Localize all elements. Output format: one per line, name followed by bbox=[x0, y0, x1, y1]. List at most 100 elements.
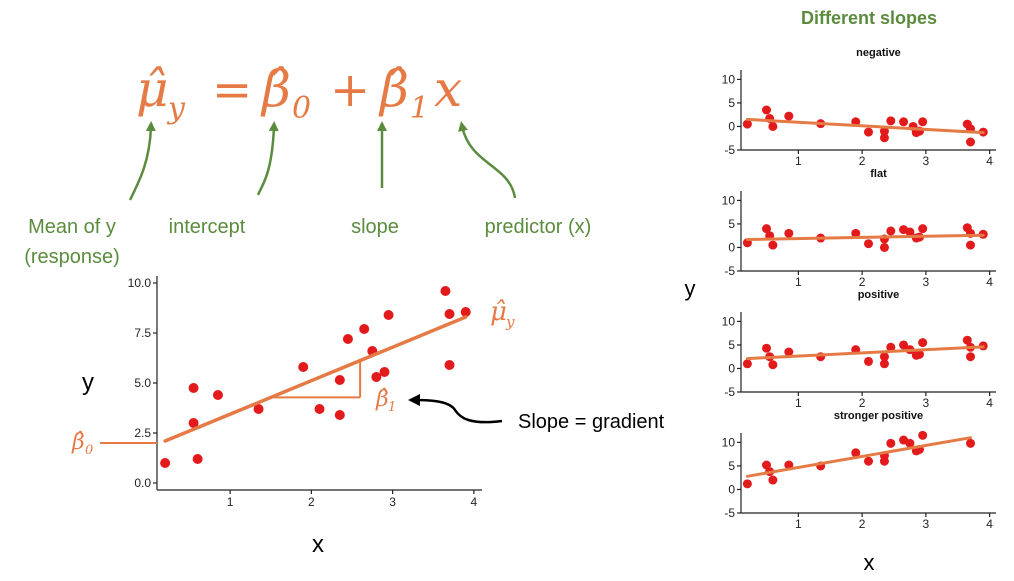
main-point bbox=[253, 404, 264, 414]
panel-4-point bbox=[918, 430, 928, 440]
panel-1-point bbox=[886, 116, 896, 126]
panel-4-point bbox=[886, 438, 896, 448]
panel-2-point bbox=[762, 224, 771, 234]
intercept-marker-symbol: β̂ bbox=[71, 430, 85, 455]
panel-3-point bbox=[742, 359, 752, 369]
panel-1-point bbox=[742, 119, 752, 129]
panel-3-title: positive bbox=[858, 289, 900, 301]
main-point bbox=[314, 404, 325, 414]
panel-1-y-tick-label: 5 bbox=[728, 96, 735, 110]
main-point bbox=[334, 410, 345, 420]
panel-1-x-tick-label: 3 bbox=[923, 154, 930, 168]
panel-3-point bbox=[899, 340, 909, 350]
panel-3-y-tick-label: 10 bbox=[722, 314, 736, 328]
panel-4-y-tick-label: 5 bbox=[728, 459, 735, 473]
right-panel-title: Different slopes bbox=[801, 8, 937, 28]
beta1-symbol: β̂ bbox=[378, 60, 409, 118]
main-point bbox=[440, 286, 451, 296]
panel-3-point bbox=[784, 347, 794, 357]
panel-1-plot: 10 5 0 -5 1 2 3 4 negative bbox=[722, 47, 996, 168]
mu-hat-symbol: μ̂ bbox=[136, 60, 169, 118]
panel-2-point bbox=[784, 228, 794, 238]
beta0-subscript: 0 bbox=[292, 91, 311, 126]
arrow-mean bbox=[128, 121, 156, 201]
main-point bbox=[334, 375, 345, 385]
panel-1-fit-line bbox=[745, 117, 985, 135]
term-arrows bbox=[128, 121, 517, 201]
intercept-marker-subscript: 0 bbox=[85, 443, 93, 458]
main-point bbox=[460, 307, 471, 317]
panel-4-y-tick-label: -5 bbox=[724, 506, 735, 520]
main-point bbox=[342, 334, 353, 344]
main-point bbox=[192, 454, 203, 464]
main-plot: 0.0 2.5 5.0 7.5 10.0 1 2 3 4 bbox=[128, 276, 482, 509]
panel-2-y-tick-label: 10 bbox=[722, 193, 736, 207]
arrow-predictor bbox=[458, 121, 517, 199]
main-point bbox=[188, 383, 199, 393]
panel-2-point bbox=[966, 240, 975, 250]
panel-4-title: stronger positive bbox=[834, 410, 923, 422]
panel-4-x-tick-label: 1 bbox=[795, 517, 802, 531]
panel-4-point bbox=[742, 479, 752, 489]
panel-3-fit-line bbox=[745, 345, 985, 361]
plus-sign: + bbox=[330, 62, 370, 118]
panel-3-point bbox=[918, 338, 928, 348]
main-x-tick-label: 3 bbox=[389, 495, 396, 509]
panel-1-point bbox=[899, 117, 909, 127]
beta0-symbol: β̂ bbox=[260, 60, 291, 118]
panel-2-plot: 10 5 0 -5 1 2 3 4 flat bbox=[722, 168, 996, 289]
panel-1-title: negative bbox=[856, 47, 901, 59]
panel-3-point bbox=[864, 356, 873, 366]
panel-3-y-tick-label: 0 bbox=[728, 361, 735, 375]
equals-sign: = bbox=[212, 62, 252, 118]
main-y-tick-label: 7.5 bbox=[134, 326, 151, 340]
panel-4-point bbox=[864, 456, 873, 466]
main-y-tick-label: 0.0 bbox=[134, 476, 151, 490]
panel-1-point bbox=[864, 127, 873, 137]
arrow-intercept bbox=[256, 121, 279, 196]
panel-2-point bbox=[768, 240, 778, 250]
panel-2-title: flat bbox=[870, 168, 887, 180]
panel-2-point bbox=[851, 228, 861, 238]
regression-equation: μ̂ y = β̂ 0 + β̂ 1 x bbox=[136, 60, 462, 126]
panel-1-point bbox=[879, 126, 889, 136]
panel-2-y-tick-label: -5 bbox=[724, 264, 735, 278]
slope-marker-symbol: β̂ bbox=[375, 387, 389, 412]
main-point bbox=[212, 390, 223, 400]
panel-3-plot: 10 5 0 -5 1 2 3 4 positive bbox=[722, 289, 996, 410]
panel-4-x-tick-label: 2 bbox=[859, 517, 866, 531]
panel-2-x-tick-label: 3 bbox=[923, 275, 930, 289]
panel-1-point bbox=[966, 137, 975, 147]
panel-3-x-tick-label: 3 bbox=[923, 396, 930, 410]
main-x-tick-label: 2 bbox=[308, 495, 315, 509]
fit-line-label-subscript: y bbox=[505, 313, 515, 331]
panel-2-x-tick-label: 4 bbox=[986, 275, 993, 289]
panel-1-point bbox=[879, 133, 889, 143]
panel-4-fit-line bbox=[745, 436, 972, 478]
panel-4-y-tick-label: 0 bbox=[728, 482, 735, 496]
panel-4-point bbox=[905, 438, 915, 448]
panel-2-x-tick-label: 1 bbox=[795, 275, 802, 289]
main-point bbox=[359, 324, 370, 334]
main-y-tick-label: 10.0 bbox=[128, 276, 152, 290]
panel-2-y-tick-label: 0 bbox=[728, 240, 735, 254]
panel-2-point bbox=[905, 227, 915, 237]
panel-3-point bbox=[879, 359, 889, 369]
panel-1-point bbox=[784, 111, 794, 121]
panel-3-point bbox=[915, 349, 924, 359]
panel-3-y-tick-label: 5 bbox=[728, 338, 735, 352]
mean-label: Mean of y bbox=[28, 216, 116, 238]
panel-3-y-tick-label: -5 bbox=[724, 385, 735, 399]
callout-text: Slope = gradient bbox=[518, 411, 665, 433]
panel-4-x-tick-label: 4 bbox=[986, 517, 993, 531]
panel-2-point bbox=[886, 226, 896, 236]
panel-3-point bbox=[762, 343, 771, 353]
main-point bbox=[444, 309, 455, 319]
intercept-label: intercept bbox=[169, 216, 246, 238]
main-point bbox=[298, 362, 309, 372]
panel-2-point bbox=[864, 239, 873, 249]
main-y-axis-label: y bbox=[82, 369, 94, 396]
panel-1-point bbox=[762, 105, 771, 115]
